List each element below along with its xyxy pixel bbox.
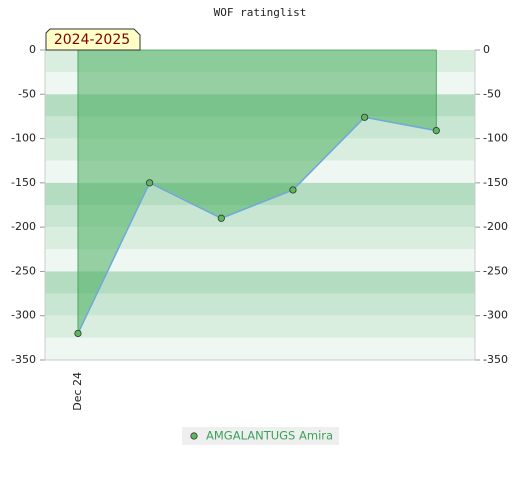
y-tick-label: -350 [11, 353, 36, 366]
point [361, 113, 369, 121]
y-tick-label: 0 [29, 43, 36, 56]
y2-tick-label: 0 [483, 43, 490, 56]
y-tick-label: -300 [11, 309, 36, 322]
legend-label: AMGALANTUGS Amira [206, 429, 333, 443]
stripe [45, 249, 475, 272]
y2-tick-label: -100 [483, 132, 508, 145]
stripe [45, 271, 475, 294]
point [289, 186, 297, 194]
stripe [45, 293, 475, 316]
line [77, 116, 437, 334]
annotation-box [45, 28, 141, 51]
y2-tick-label: -250 [483, 264, 508, 277]
stripe [45, 227, 475, 250]
y2-tick-label: -150 [483, 176, 508, 189]
annotation: 2024-2025 [54, 32, 130, 48]
y2-tick-label: -300 [483, 309, 508, 322]
stripe [45, 337, 475, 360]
stripe [45, 205, 475, 228]
y2-tick-label: -200 [483, 220, 508, 233]
y2-tick-label: -50 [483, 87, 501, 100]
y-tick-label: -150 [11, 176, 36, 189]
stripe [45, 315, 475, 338]
point [74, 329, 82, 338]
legend-box [182, 427, 339, 445]
y-tick-label: -250 [11, 264, 36, 277]
y-tick-label: -100 [11, 132, 36, 145]
point [217, 214, 225, 222]
chart-title: WOF ratinglist [214, 6, 307, 19]
y2-tick-label: -350 [483, 353, 508, 366]
y-tick-label: -200 [11, 220, 36, 233]
legend-marker [190, 432, 198, 440]
point [432, 127, 440, 135]
point [146, 179, 154, 187]
x-tick-label: Dec 24 [71, 372, 84, 411]
y-tick-label: -50 [18, 87, 36, 100]
